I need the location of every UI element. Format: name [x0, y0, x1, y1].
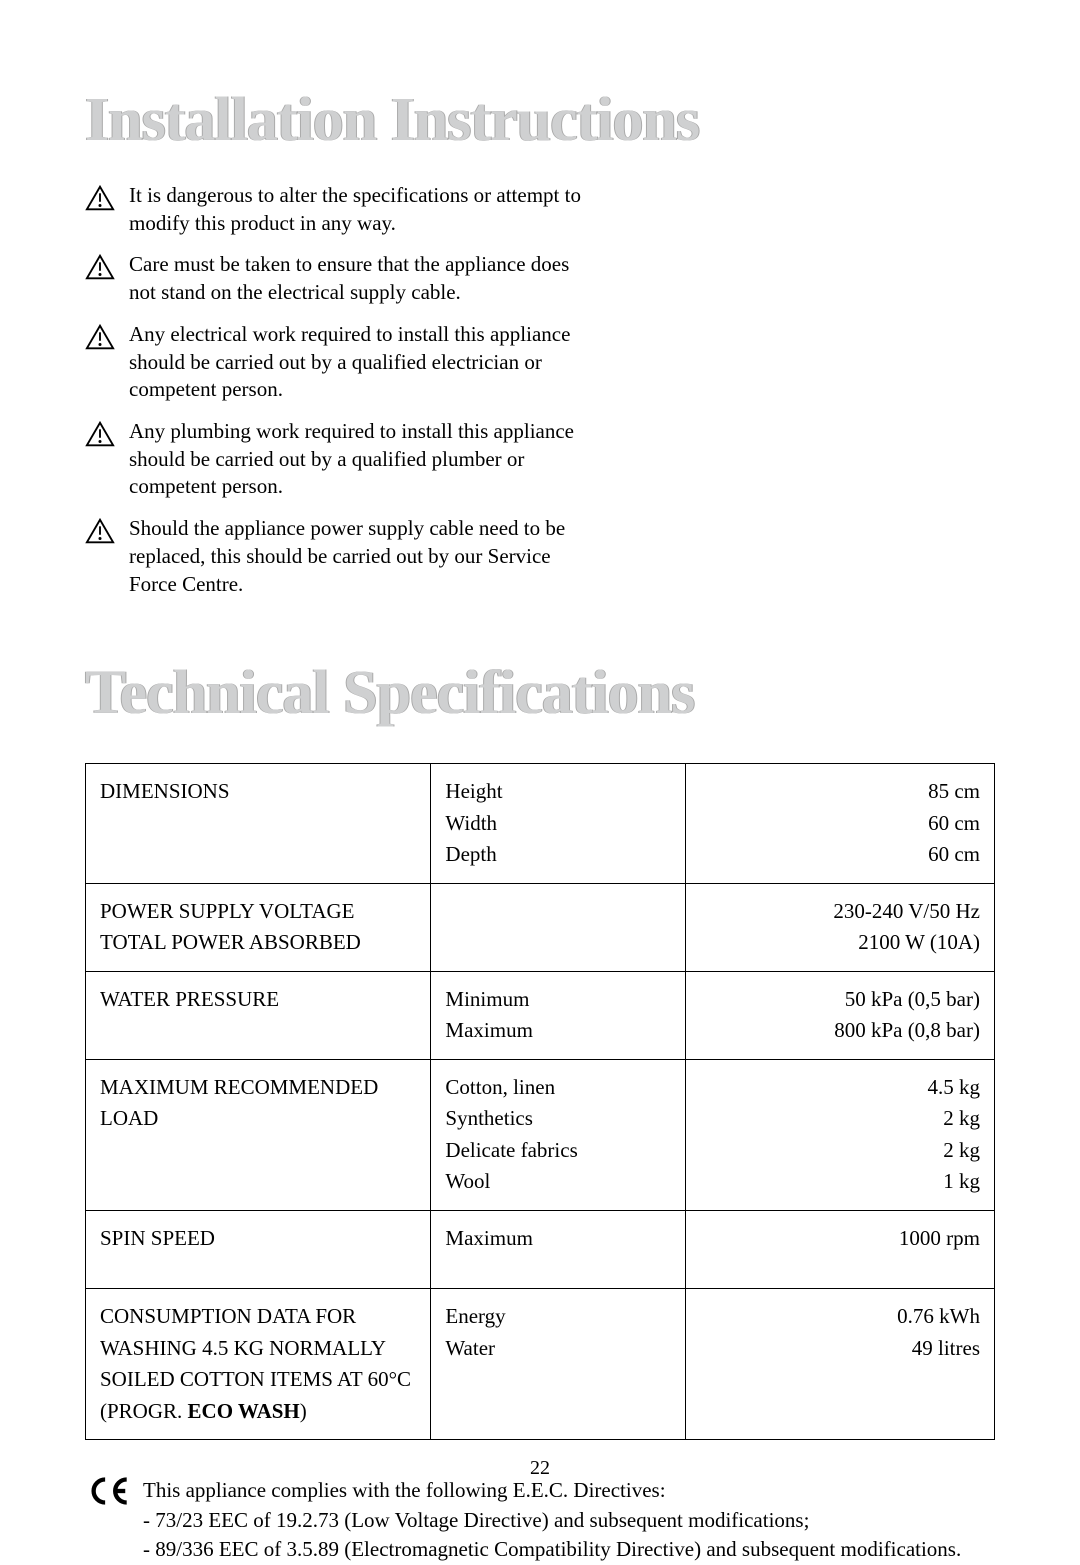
spec-value: 0.76 kWh 49 litres — [685, 1289, 994, 1440]
spec-value: 50 kPa (0,5 bar) 800 kPa (0,8 bar) — [685, 971, 994, 1059]
spec-value: 230-240 V/50 Hz 2100 W (10A) — [685, 883, 994, 971]
table-row: POWER SUPPLY VOLTAGE TOTAL POWER ABSORBE… — [86, 883, 995, 971]
spec-param — [431, 883, 686, 971]
warning-triangle-icon — [85, 323, 115, 351]
warning-row: Any plumbing work required to install th… — [85, 418, 995, 501]
installation-heading: Installation Instructions — [85, 85, 995, 156]
warning-row: Any electrical work required to install … — [85, 321, 995, 404]
warning-triangle-icon — [85, 184, 115, 212]
table-row: WATER PRESSUREMinimum Maximum50 kPa (0,5… — [86, 971, 995, 1059]
compliance-text: This appliance complies with the followi… — [143, 1476, 961, 1564]
spec-param: Maximum — [431, 1210, 686, 1289]
warning-triangle-icon — [85, 253, 115, 281]
warning-triangle-icon — [85, 420, 115, 448]
warnings-list: It is dangerous to alter the specificati… — [85, 182, 995, 598]
compliance-line-0: - 73/23 EEC of 19.2.73 (Low Voltage Dire… — [143, 1506, 961, 1535]
spec-param: Cotton, linen Synthetics Delicate fabric… — [431, 1059, 686, 1210]
warning-triangle-icon — [85, 517, 115, 545]
table-row: MAXIMUM RECOMMENDED LOADCotton, linen Sy… — [86, 1059, 995, 1210]
spec-label: CONSUMPTION DATA FOR WASHING 4.5 KG NORM… — [86, 1289, 431, 1440]
spec-label: POWER SUPPLY VOLTAGE TOTAL POWER ABSORBE… — [86, 883, 431, 971]
spec-label: MAXIMUM RECOMMENDED LOAD — [86, 1059, 431, 1210]
compliance-line-1: - 89/336 EEC of 3.5.89 (Electromagnetic … — [143, 1535, 961, 1564]
tech-specs-heading: Technical Specifications — [85, 658, 995, 729]
warning-text: Should the appliance power supply cable … — [129, 515, 589, 598]
spec-label: SPIN SPEED — [86, 1210, 431, 1289]
specs-table: DIMENSIONSHeight Width Depth85 cm 60 cm … — [85, 763, 995, 1440]
page-number: 22 — [0, 1457, 1080, 1480]
spec-param: Energy Water — [431, 1289, 686, 1440]
warning-row: Should the appliance power supply cable … — [85, 515, 995, 598]
table-row: CONSUMPTION DATA FOR WASHING 4.5 KG NORM… — [86, 1289, 995, 1440]
spec-param: Minimum Maximum — [431, 971, 686, 1059]
warning-text: Any plumbing work required to install th… — [129, 418, 589, 501]
warning-text: Care must be taken to ensure that the ap… — [129, 251, 589, 306]
warning-row: Care must be taken to ensure that the ap… — [85, 251, 995, 306]
compliance-block: This appliance complies with the followi… — [85, 1476, 995, 1564]
table-row: DIMENSIONSHeight Width Depth85 cm 60 cm … — [86, 764, 995, 884]
spec-value: 4.5 kg 2 kg 2 kg 1 kg — [685, 1059, 994, 1210]
spec-value: 1000 rpm — [685, 1210, 994, 1289]
spec-label: DIMENSIONS — [86, 764, 431, 884]
warning-row: It is dangerous to alter the specificati… — [85, 182, 995, 237]
warning-text: It is dangerous to alter the specificati… — [129, 182, 589, 237]
warning-text: Any electrical work required to install … — [129, 321, 589, 404]
table-row: SPIN SPEEDMaximum1000 rpm — [86, 1210, 995, 1289]
spec-label: WATER PRESSURE — [86, 971, 431, 1059]
spec-value: 85 cm 60 cm 60 cm — [685, 764, 994, 884]
spec-param: Height Width Depth — [431, 764, 686, 884]
compliance-intro: This appliance complies with the followi… — [143, 1476, 961, 1505]
